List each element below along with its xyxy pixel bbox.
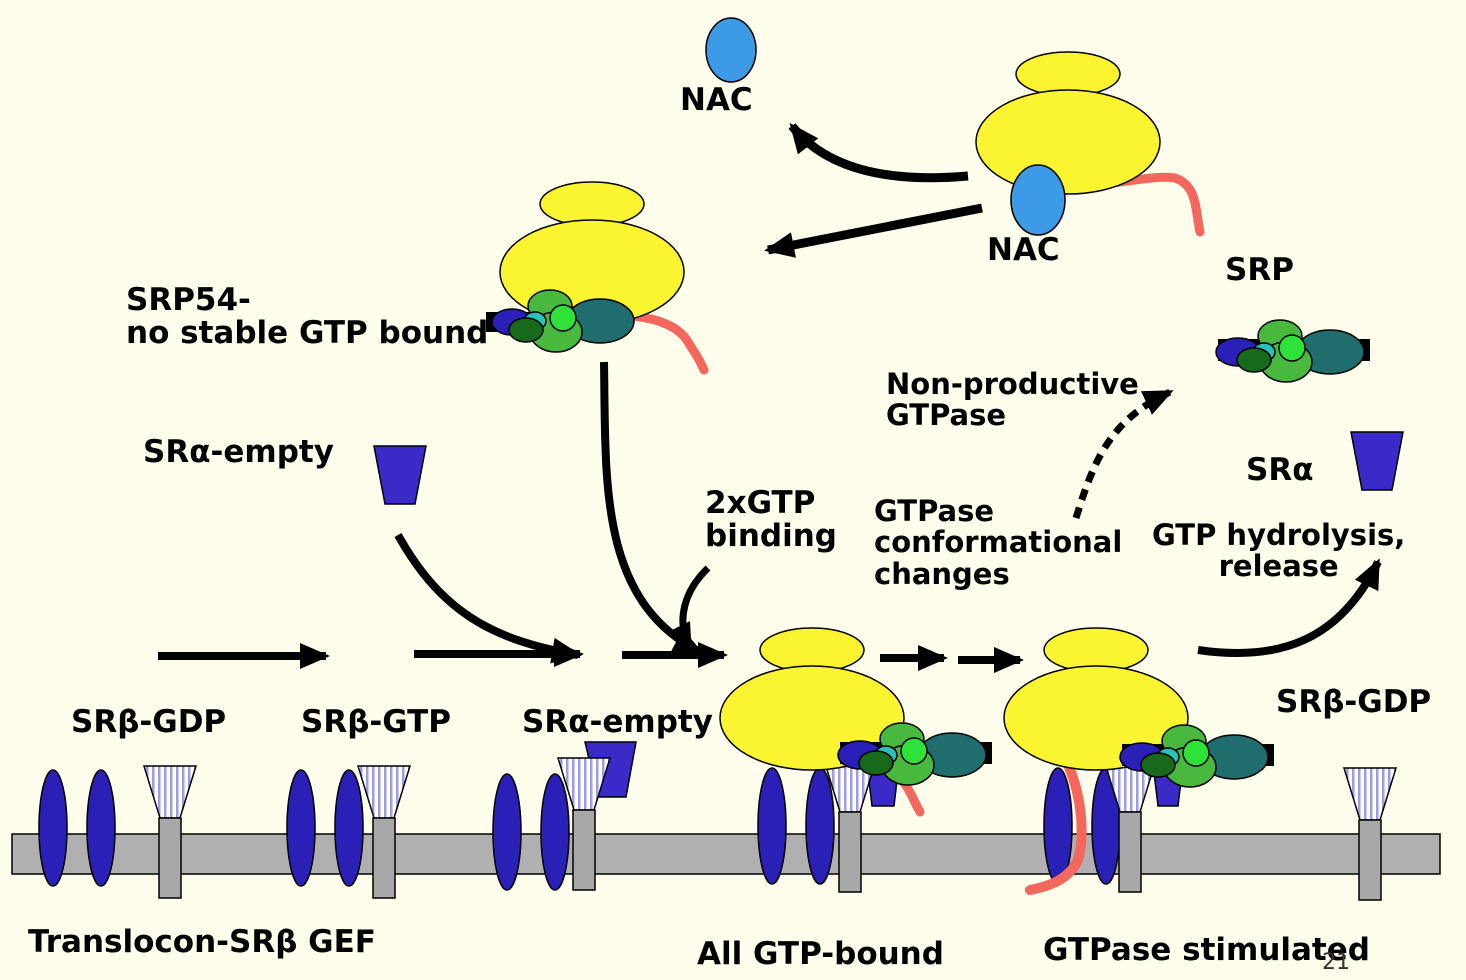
arrow-sra-to-membrane <box>394 533 582 664</box>
arrow-non-productive <box>1072 388 1174 520</box>
srb-1 <box>143 765 197 899</box>
arrow-nac-release <box>788 122 969 183</box>
srb-2 <box>357 765 411 899</box>
label-srb-gtp: SRβ-GTP <box>301 704 452 740</box>
nascent-chain <box>625 311 709 375</box>
label-sra-empty-membrane: SRα-empty <box>522 704 713 740</box>
label-nac-free: NAC <box>680 82 753 118</box>
label-srb-gdp-right: SRβ-GDP <box>1276 684 1432 720</box>
sra-right <box>1350 431 1404 491</box>
complex-all-gtp-bound <box>719 627 993 893</box>
membrane <box>11 833 1441 875</box>
label-nac-bound: NAC <box>987 232 1060 268</box>
label-sra-empty-top: SRα-empty <box>143 434 334 470</box>
complex-gtpase-stimulated <box>1003 627 1275 895</box>
label-non-productive: Non-productive GTPase <box>886 367 1139 433</box>
label-all-gtp-bound: All GTP-bound <box>697 936 944 972</box>
page-number: 21 <box>1322 950 1350 975</box>
label-srp: SRP <box>1225 252 1294 288</box>
label-srp54-state: SRP54- no stable GTP bound <box>126 282 489 352</box>
arrow-release <box>1197 558 1382 658</box>
label-srb-gdp-left: SRβ-GDP <box>71 704 227 740</box>
arrow-srp-binding <box>764 203 983 258</box>
srp-free <box>1215 319 1371 383</box>
label-gtp-hydrolysis: GTP hydrolysis, release <box>1152 518 1406 584</box>
ribosome-top-right <box>975 51 1161 195</box>
ribosome-with-nac <box>975 51 1205 237</box>
label-gtpase-conformational: GTPase conformational changes <box>874 494 1123 591</box>
sra-empty-floating <box>373 445 427 505</box>
nac-free <box>705 17 757 83</box>
arrow-srp-down <box>600 361 704 656</box>
label-gtpase-stimulated: GTPase stimulated <box>1043 932 1370 968</box>
label-2xgtp-binding: 2xGTP binding <box>705 485 837 555</box>
label-sra-right: SRα <box>1246 452 1314 488</box>
arrow-gtp-binding <box>666 565 711 654</box>
label-translocon-gef: Translocon-SRβ GEF <box>28 924 376 960</box>
nac-bound <box>1010 164 1066 236</box>
ribosome-srp-complex <box>486 181 709 375</box>
